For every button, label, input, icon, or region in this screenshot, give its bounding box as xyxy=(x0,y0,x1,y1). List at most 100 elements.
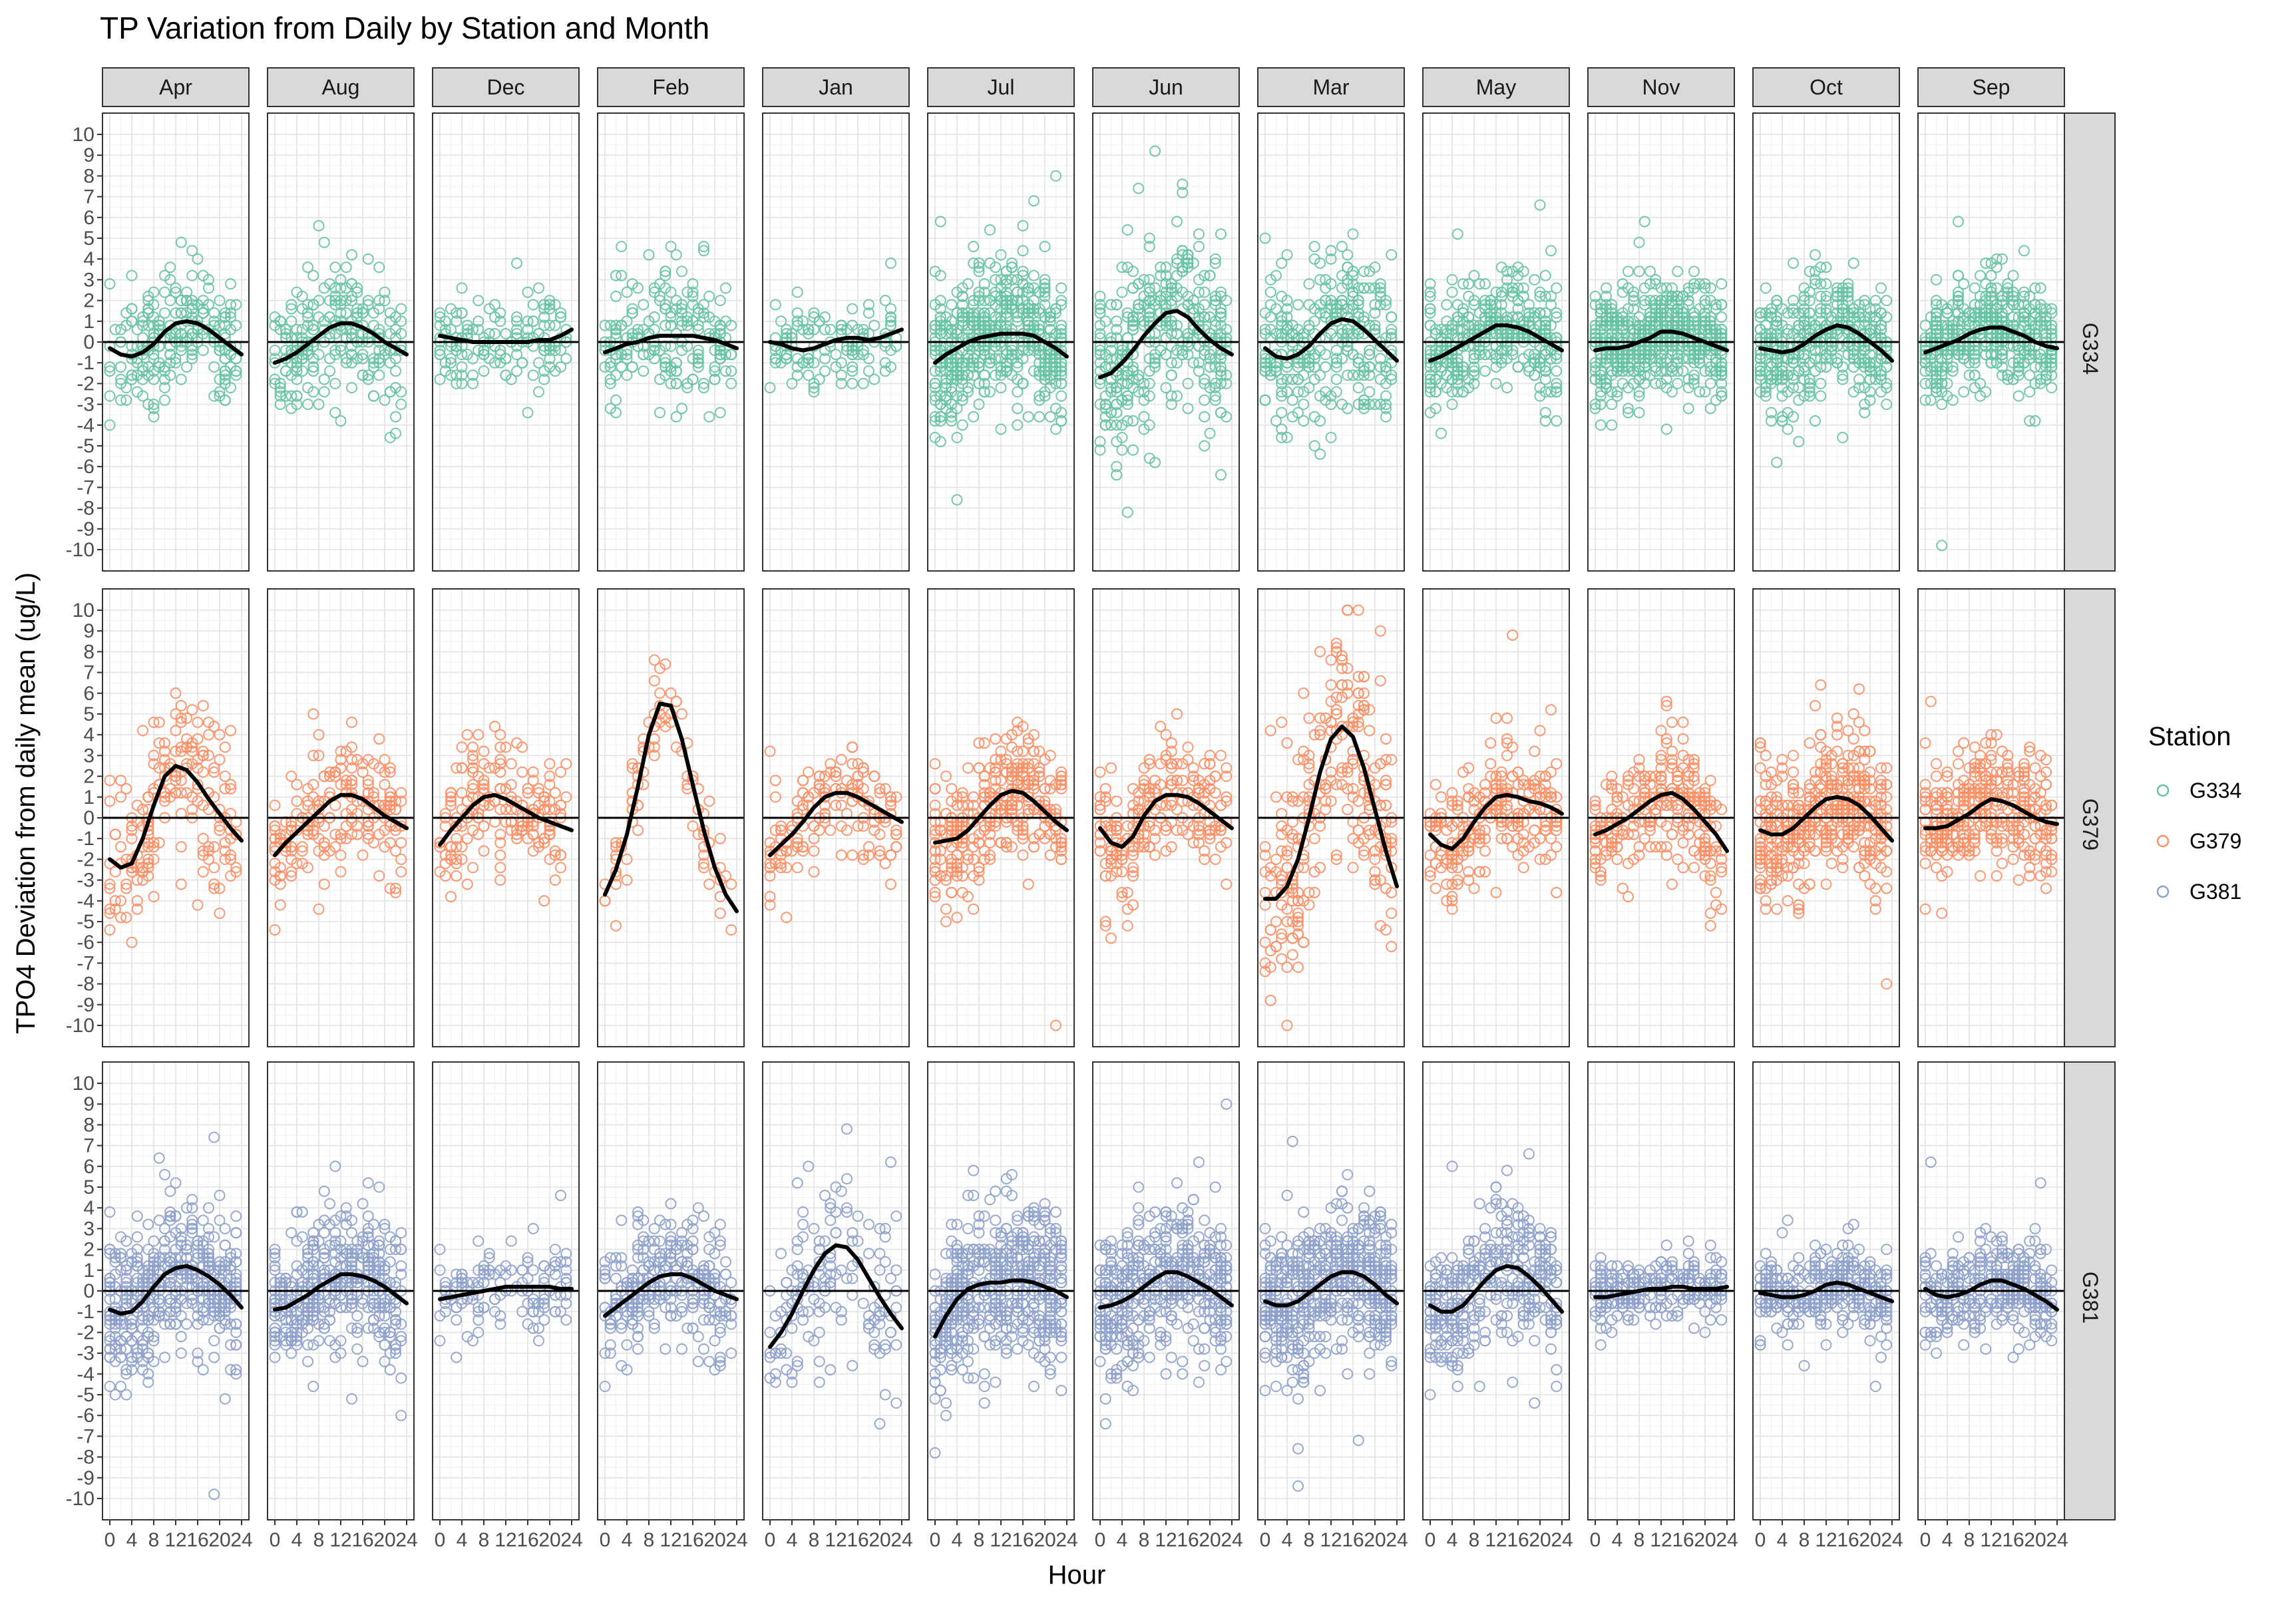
data-point xyxy=(208,307,220,319)
y-tick-label: -7 xyxy=(77,476,95,498)
data-point xyxy=(368,390,379,402)
data-point xyxy=(148,399,160,411)
points-g334-aug xyxy=(269,220,407,444)
data-point xyxy=(142,295,154,307)
data-point xyxy=(181,361,192,373)
y-tick-label: 6 xyxy=(83,683,95,705)
y-tick-label: 9 xyxy=(83,620,95,642)
y-tick-label: -2 xyxy=(77,373,95,395)
panel-g334-nov xyxy=(1587,112,1735,572)
data-point xyxy=(357,307,369,319)
y-tick-label: 1 xyxy=(83,311,95,333)
strip-label-jan: Jan xyxy=(819,75,853,99)
data-point xyxy=(175,295,187,307)
y-tick-label: 5 xyxy=(83,228,95,250)
data-point xyxy=(219,369,231,381)
data-point xyxy=(192,253,204,265)
data-point xyxy=(175,344,187,356)
data-point xyxy=(373,303,385,315)
data-point xyxy=(142,369,154,381)
data-point xyxy=(357,349,369,361)
data-point xyxy=(104,419,116,431)
data-point xyxy=(214,386,226,398)
data-point xyxy=(291,390,303,402)
data-point xyxy=(186,349,198,361)
data-point xyxy=(137,315,148,327)
data-point xyxy=(286,390,297,402)
y-tick-label: 8 xyxy=(83,165,95,187)
data-point xyxy=(379,295,391,307)
strip-label-sep: Sep xyxy=(1973,75,2010,99)
strip-sep xyxy=(1917,67,2065,107)
panel-g334-jan xyxy=(762,112,910,572)
data-point xyxy=(219,344,231,356)
data-point xyxy=(109,323,121,335)
data-point xyxy=(362,369,374,381)
data-point xyxy=(208,319,220,331)
data-point xyxy=(153,319,165,331)
strip-label-oct: Oct xyxy=(1810,75,1843,99)
data-point xyxy=(219,307,231,319)
data-point xyxy=(274,315,286,327)
data-point xyxy=(395,399,407,411)
data-point xyxy=(159,382,170,394)
y-tick-label: -1 xyxy=(77,352,95,374)
data-point xyxy=(175,373,187,385)
data-point xyxy=(280,328,291,340)
data-point xyxy=(324,295,335,307)
data-point xyxy=(346,357,357,369)
data-point xyxy=(219,328,231,340)
data-point xyxy=(181,295,192,307)
strip-jan xyxy=(762,67,910,107)
y-tick-label: -2 xyxy=(77,848,95,870)
row-strip-g334 xyxy=(2064,112,2116,572)
data-point xyxy=(164,349,176,361)
data-point xyxy=(395,315,407,327)
data-point xyxy=(390,427,401,439)
data-point xyxy=(214,344,226,356)
data-point xyxy=(395,303,407,315)
data-point xyxy=(269,344,281,356)
data-point xyxy=(340,307,352,319)
data-point xyxy=(148,311,160,323)
strip-oct xyxy=(1752,67,1900,107)
data-point xyxy=(340,262,352,273)
data-point xyxy=(104,361,116,373)
data-point xyxy=(126,353,138,365)
data-point xyxy=(307,361,319,373)
y-tick-label: -3 xyxy=(77,870,95,892)
strip-dec xyxy=(432,67,580,107)
data-point xyxy=(175,236,187,248)
strip-aug xyxy=(267,67,415,107)
data-point xyxy=(230,369,242,381)
data-point xyxy=(307,319,319,331)
panel-g334-sep xyxy=(1917,112,2065,572)
y-tick-label: -10 xyxy=(66,539,95,561)
strip-label-jul: Jul xyxy=(988,75,1015,99)
data-point xyxy=(318,315,330,327)
data-point xyxy=(225,382,236,394)
y-tick-label: 3 xyxy=(83,269,95,291)
data-point xyxy=(302,399,313,411)
y-tick-label: 9 xyxy=(83,144,95,166)
data-point xyxy=(335,299,347,311)
data-point xyxy=(362,295,374,307)
data-point xyxy=(153,357,165,369)
y-tick-label: 3 xyxy=(83,745,95,767)
data-point xyxy=(384,307,396,319)
y-tick-label: -1 xyxy=(77,828,95,850)
y-tick-label: -9 xyxy=(77,518,95,540)
strip-nov xyxy=(1587,67,1735,107)
data-point xyxy=(357,353,369,365)
data-point xyxy=(126,303,138,315)
panel-g334-aug xyxy=(267,112,415,572)
data-point xyxy=(170,286,182,298)
data-point xyxy=(197,295,209,307)
data-point xyxy=(175,307,187,319)
data-point xyxy=(126,269,138,281)
data-point xyxy=(362,253,374,265)
panel-g334-oct xyxy=(1752,112,1900,572)
data-point xyxy=(280,390,291,402)
data-point xyxy=(131,369,143,381)
